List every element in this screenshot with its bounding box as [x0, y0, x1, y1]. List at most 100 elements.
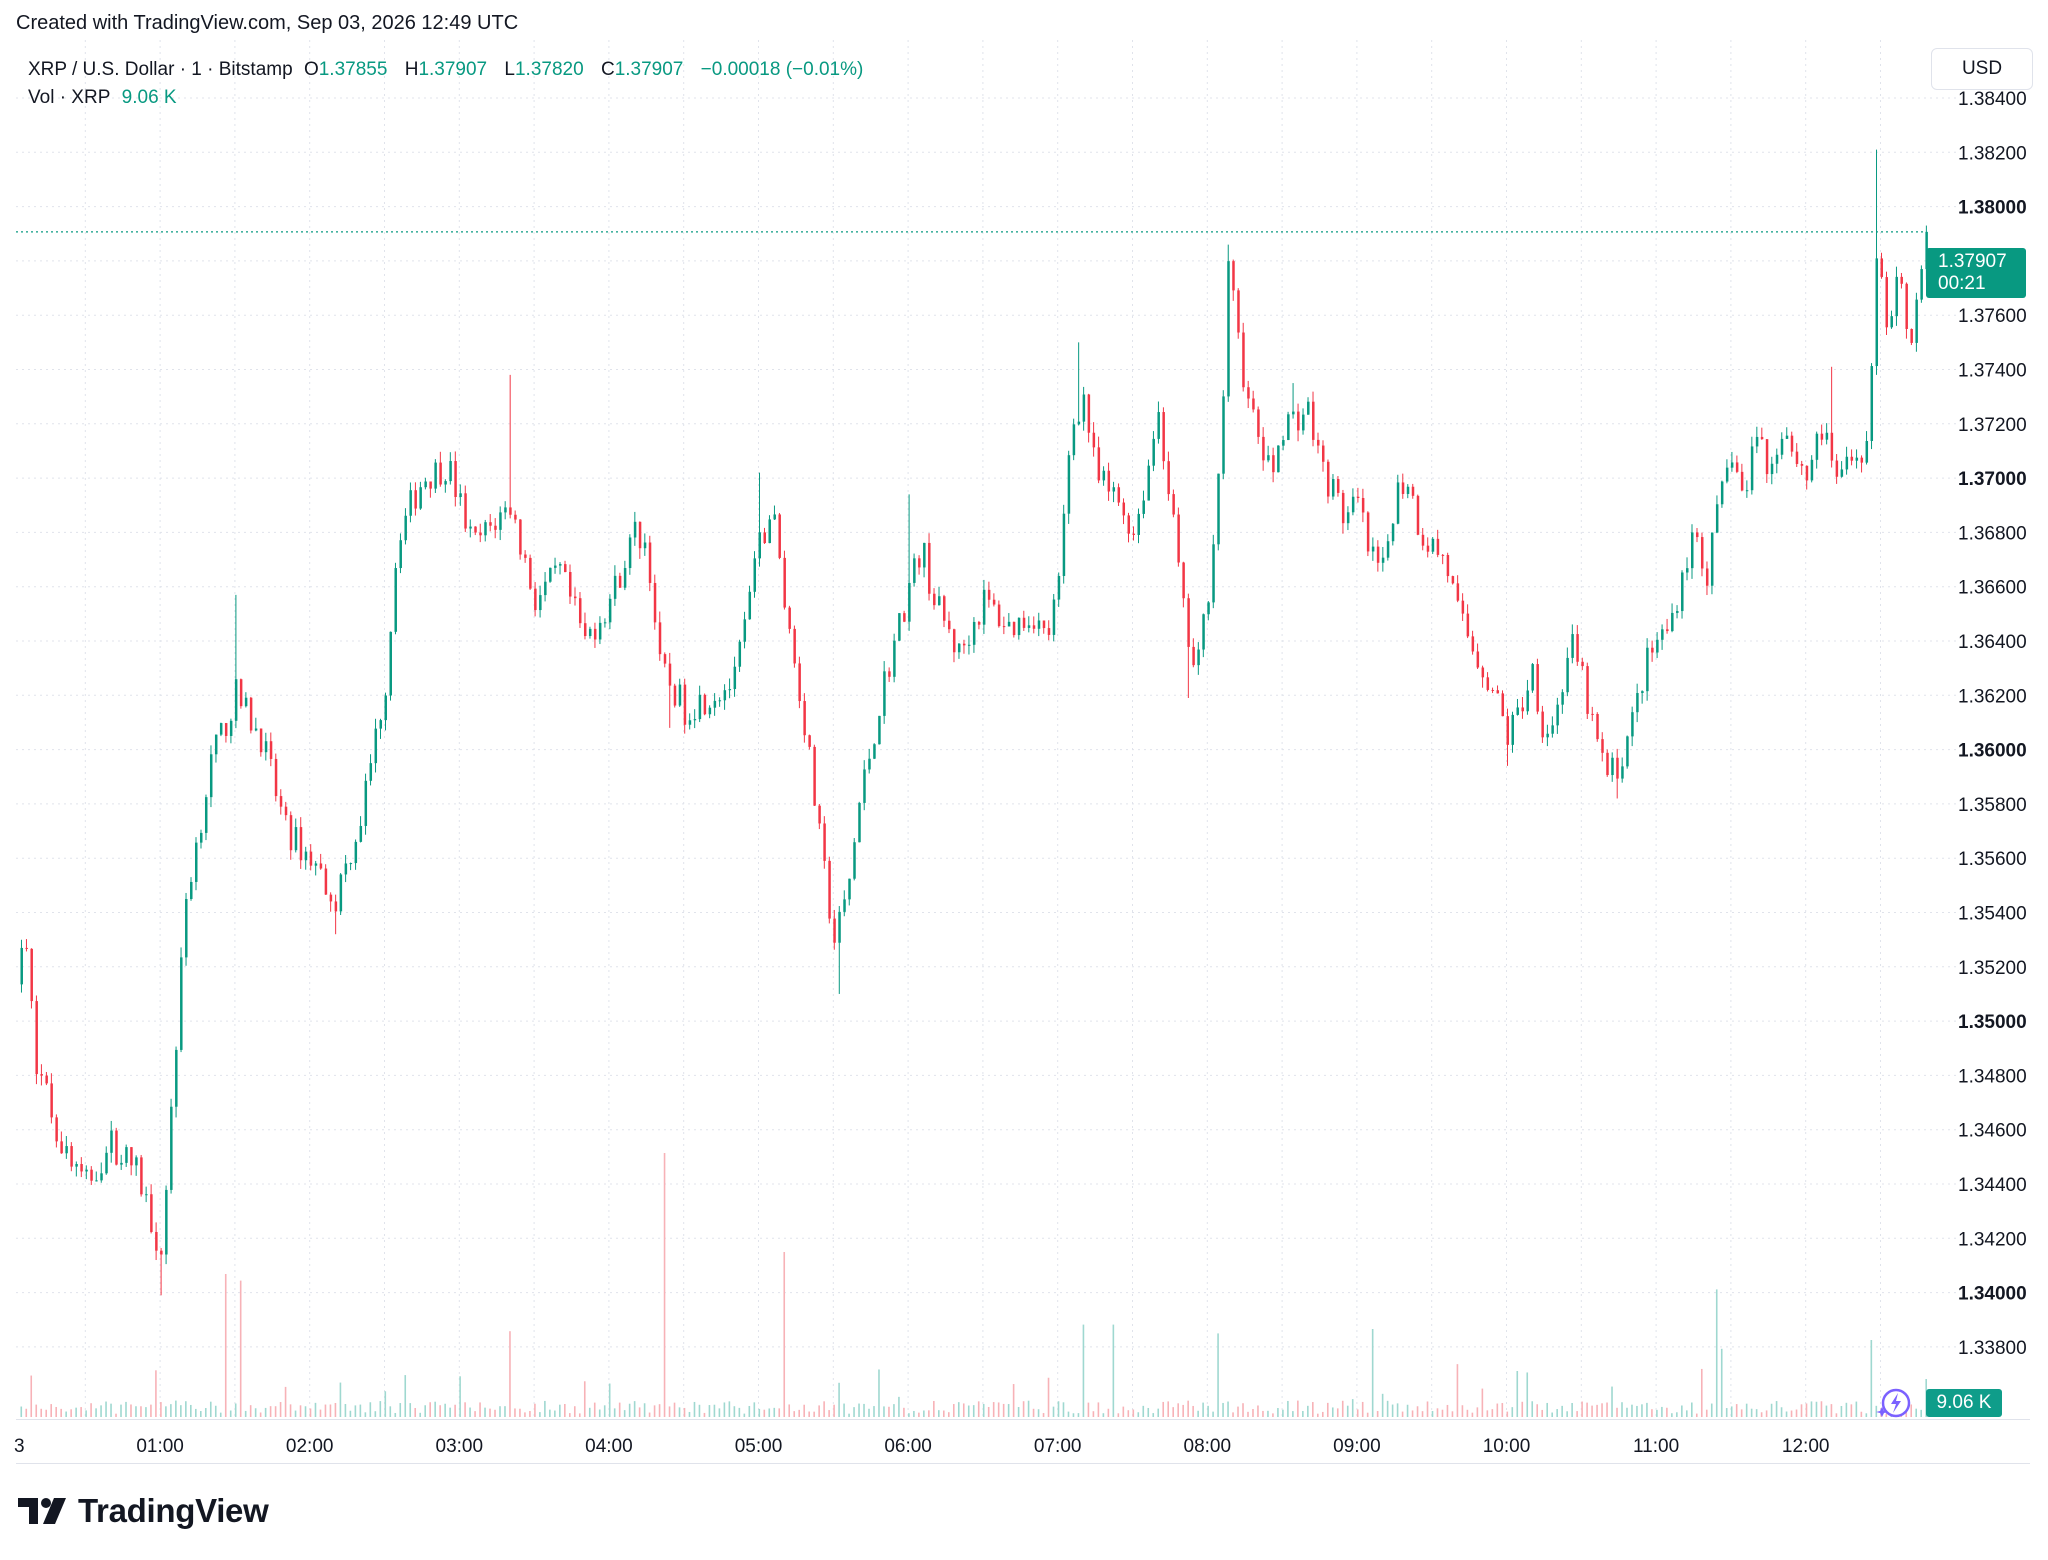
symbol-title[interactable]: XRP / U.S. Dollar · 1 · Bitstamp — [28, 59, 293, 80]
tradingview-logo[interactable]: TradingView — [18, 1492, 269, 1530]
candle-body — [1526, 690, 1529, 712]
candle-body — [1272, 455, 1275, 473]
candle-body — [1257, 409, 1260, 437]
volume-bar — [1671, 1413, 1673, 1417]
candle-body — [793, 628, 796, 664]
volume-bar — [1915, 1408, 1918, 1417]
candle-body — [419, 487, 422, 509]
volume-bar — [1770, 1403, 1773, 1417]
candle-body — [394, 568, 397, 632]
candle-body — [30, 948, 33, 1002]
volume-bar — [1122, 1406, 1125, 1417]
volume-bar — [653, 1405, 656, 1417]
volume-bar — [823, 1401, 825, 1417]
candle-body — [569, 572, 572, 597]
candle-body — [633, 521, 637, 538]
price-tick-label: 1.37600 — [1958, 306, 2027, 327]
price-tick-label: 1.38400 — [1958, 89, 2027, 110]
volume-bar — [962, 1403, 965, 1417]
volume-bar — [623, 1410, 626, 1417]
currency-button[interactable]: USD — [1931, 48, 2033, 90]
candle-body — [1282, 440, 1285, 446]
volume-bar — [1117, 1413, 1120, 1417]
candle-body — [1486, 677, 1490, 690]
volume-bar — [130, 1404, 132, 1417]
volume-bar — [838, 1382, 840, 1417]
volume-bar — [75, 1407, 77, 1417]
candle-body — [818, 805, 821, 824]
volume-bar — [1715, 1289, 1718, 1417]
candle-body — [918, 558, 921, 568]
price-tick-label: 1.38000 — [1958, 198, 2027, 219]
candle-body — [1446, 555, 1450, 577]
candle-body — [1750, 446, 1754, 491]
volume-bar — [1486, 1410, 1489, 1417]
flash-icon[interactable] — [1876, 1385, 1912, 1421]
candle-body — [544, 581, 547, 596]
volume-bar — [1740, 1409, 1743, 1417]
volume-bar — [1860, 1411, 1863, 1417]
candle-body — [1695, 532, 1699, 538]
volume-bar — [1072, 1413, 1075, 1417]
volume-bar — [279, 1402, 282, 1417]
price-tick-label: 1.36200 — [1958, 686, 2027, 707]
volume-bar — [778, 1408, 781, 1417]
candle-body — [294, 827, 298, 851]
candle-body — [1910, 328, 1913, 343]
candle-body — [1755, 436, 1759, 447]
volume-bar — [1785, 1411, 1788, 1417]
candle-body — [1646, 647, 1649, 692]
volume-bar — [853, 1407, 855, 1417]
candle-body — [1386, 541, 1390, 558]
volume-bar — [120, 1404, 122, 1417]
candle-body — [1780, 438, 1784, 455]
candle-body — [583, 623, 587, 637]
volume-bar — [1172, 1407, 1174, 1417]
volume-bar — [1850, 1404, 1853, 1417]
candle-body — [190, 881, 193, 900]
volume-bar — [1411, 1410, 1414, 1417]
volume-bar — [633, 1401, 636, 1417]
candle-body — [514, 514, 517, 520]
candle-body — [219, 723, 223, 735]
candle-body — [1666, 629, 1669, 632]
volume-bar — [1591, 1405, 1593, 1417]
candle-body — [1850, 456, 1854, 461]
candle-body — [204, 797, 208, 833]
volume-bar — [913, 1410, 915, 1417]
candle-body — [474, 526, 477, 533]
volume-bar — [1351, 1399, 1354, 1417]
volume-bar — [1695, 1413, 1698, 1417]
time-tick-label: 02:00 — [286, 1436, 334, 1457]
candle-body — [1287, 414, 1290, 441]
candle-body — [1656, 639, 1659, 653]
price-tick-label: 1.34200 — [1958, 1229, 2027, 1250]
candle-body — [264, 741, 268, 753]
candle-body — [1496, 690, 1500, 694]
candle-body — [1875, 258, 1879, 367]
volume-bar — [1371, 1329, 1374, 1417]
change-value: −0.00018 (−0.01%) — [700, 59, 864, 80]
time-tick-label: 3 — [14, 1436, 25, 1457]
volume-bar — [1032, 1408, 1035, 1417]
volume-bar — [199, 1411, 202, 1417]
volume-bar — [1661, 1406, 1663, 1417]
volume-bar — [1710, 1403, 1713, 1417]
volume-label[interactable]: Vol · XRP — [28, 87, 111, 108]
volume-bar — [1745, 1403, 1748, 1417]
volume-bar — [150, 1404, 152, 1417]
volume-bar — [1192, 1405, 1194, 1417]
volume-bar — [1840, 1405, 1843, 1417]
candle-body — [1855, 457, 1859, 461]
candle-body — [1820, 433, 1824, 440]
volume-bar — [658, 1404, 661, 1417]
candle-body — [908, 582, 911, 622]
volume-bar — [1546, 1402, 1548, 1417]
volume-bar — [195, 1408, 197, 1417]
candle-body — [1426, 545, 1430, 552]
volume-bar — [588, 1407, 591, 1417]
candle-body — [534, 588, 537, 611]
volume-bar — [1626, 1407, 1628, 1417]
time-axis[interactable]: 3 01:00 02:00 03:00 04:00 05:00 06:00 07:00 08:0… — [14, 1436, 1829, 1457]
